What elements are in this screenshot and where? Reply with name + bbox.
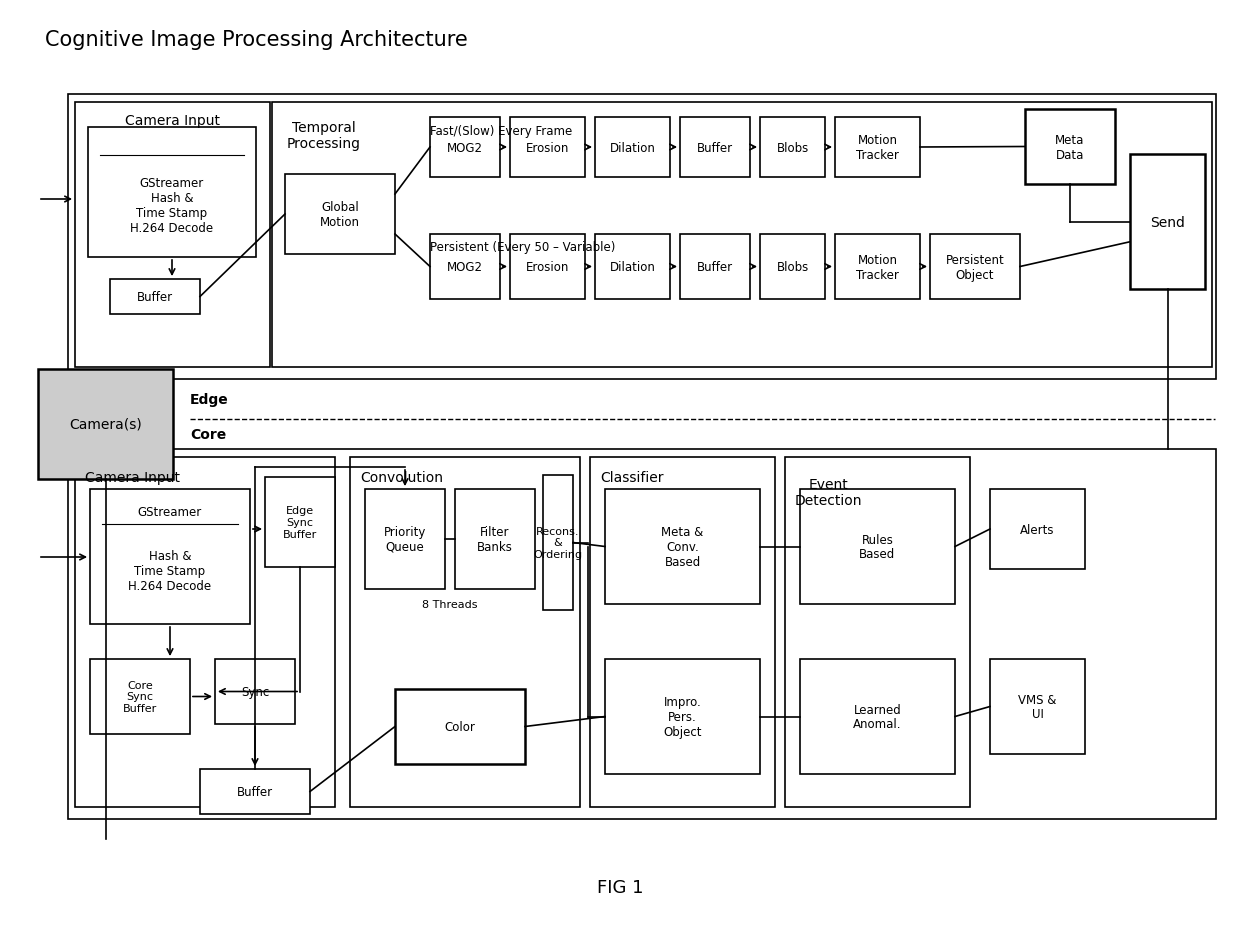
- Bar: [350, 458, 580, 807]
- Text: FIG 1: FIG 1: [596, 878, 644, 896]
- Bar: [800, 489, 955, 604]
- Bar: [785, 458, 970, 807]
- Text: Blobs: Blobs: [776, 261, 808, 274]
- Text: Camera Input: Camera Input: [86, 470, 180, 484]
- Text: Dilation: Dilation: [610, 261, 656, 274]
- Text: VMS &
UI: VMS & UI: [1018, 693, 1056, 721]
- Bar: [91, 659, 190, 734]
- Text: Fast/(Slow) Every Frame: Fast/(Slow) Every Frame: [430, 125, 572, 138]
- Bar: [430, 235, 500, 300]
- Bar: [543, 475, 573, 611]
- Bar: [38, 369, 174, 480]
- Text: GStreamer: GStreamer: [138, 505, 202, 518]
- Bar: [605, 659, 760, 774]
- Text: Persistent
Object: Persistent Object: [946, 253, 1004, 281]
- Bar: [265, 478, 335, 567]
- Text: 8 Threads: 8 Threads: [423, 599, 477, 610]
- Bar: [835, 235, 920, 300]
- Bar: [680, 118, 750, 178]
- Text: Hash &
Time Stamp
H.264 Decode: Hash & Time Stamp H.264 Decode: [130, 191, 213, 234]
- Text: Recons.
&
Ordering: Recons. & Ordering: [533, 526, 583, 560]
- Text: Erosion: Erosion: [526, 261, 569, 274]
- Text: Learned
Anomal.: Learned Anomal.: [853, 702, 901, 730]
- Text: Buffer: Buffer: [697, 141, 733, 154]
- Bar: [835, 118, 920, 178]
- Text: Motion
Tracker: Motion Tracker: [856, 253, 899, 281]
- Bar: [510, 235, 585, 300]
- Bar: [595, 235, 670, 300]
- Bar: [215, 659, 295, 724]
- Text: Blobs: Blobs: [776, 141, 808, 154]
- Bar: [396, 690, 525, 764]
- Bar: [68, 449, 1216, 819]
- Text: Cognitive Image Processing Architecture: Cognitive Image Processing Architecture: [45, 30, 467, 50]
- Bar: [91, 489, 250, 625]
- Bar: [110, 279, 200, 315]
- Text: Buffer: Buffer: [136, 290, 174, 303]
- Bar: [760, 235, 825, 300]
- Text: Buffer: Buffer: [237, 785, 273, 798]
- Bar: [74, 458, 335, 807]
- Text: Edge
Sync
Buffer: Edge Sync Buffer: [283, 506, 317, 539]
- Text: Color: Color: [445, 720, 475, 733]
- Text: Core
Sync
Buffer: Core Sync Buffer: [123, 680, 157, 714]
- Bar: [272, 103, 1211, 367]
- Text: Hash &
Time Stamp
H.264 Decode: Hash & Time Stamp H.264 Decode: [129, 550, 212, 593]
- Text: GStreamer: GStreamer: [140, 176, 205, 189]
- Text: Persistent (Every 50 – Variable): Persistent (Every 50 – Variable): [430, 240, 615, 253]
- Bar: [365, 489, 445, 589]
- Text: Meta
Data: Meta Data: [1055, 134, 1085, 161]
- Text: Convolution: Convolution: [360, 470, 443, 484]
- Bar: [74, 103, 270, 367]
- Text: Filter
Banks: Filter Banks: [477, 525, 513, 553]
- Text: Erosion: Erosion: [526, 141, 569, 154]
- Text: Temporal
Processing: Temporal Processing: [286, 121, 361, 151]
- Bar: [800, 659, 955, 774]
- Bar: [510, 118, 585, 178]
- Text: Alerts: Alerts: [1021, 523, 1055, 536]
- Text: Motion
Tracker: Motion Tracker: [856, 134, 899, 161]
- Bar: [590, 458, 775, 807]
- Bar: [430, 118, 500, 178]
- Bar: [680, 235, 750, 300]
- Bar: [88, 128, 255, 258]
- Text: Edge: Edge: [190, 393, 228, 406]
- Bar: [760, 118, 825, 178]
- Text: Impro.
Pers.
Object: Impro. Pers. Object: [663, 695, 702, 738]
- Bar: [930, 235, 1021, 300]
- Bar: [1025, 110, 1115, 185]
- Text: Buffer: Buffer: [697, 261, 733, 274]
- Bar: [990, 489, 1085, 570]
- Bar: [455, 489, 534, 589]
- Text: Dilation: Dilation: [610, 141, 656, 154]
- Text: Camera(s): Camera(s): [69, 418, 141, 432]
- Text: Meta &
Conv.
Based: Meta & Conv. Based: [661, 525, 703, 568]
- Bar: [605, 489, 760, 604]
- Text: MOG2: MOG2: [446, 141, 484, 154]
- Bar: [1130, 155, 1205, 290]
- Text: Priority
Queue: Priority Queue: [384, 525, 427, 553]
- Text: Rules
Based: Rules Based: [859, 533, 895, 561]
- Text: Global
Motion: Global Motion: [320, 200, 360, 229]
- Text: Classifier: Classifier: [600, 470, 663, 484]
- Bar: [285, 174, 396, 254]
- Bar: [68, 95, 1216, 380]
- Text: MOG2: MOG2: [446, 261, 484, 274]
- Bar: [200, 769, 310, 814]
- Text: Camera Input: Camera Input: [125, 114, 219, 128]
- Text: Send: Send: [1149, 215, 1185, 229]
- Text: Core: Core: [190, 428, 226, 442]
- Text: Event
Detection: Event Detection: [795, 478, 863, 508]
- Bar: [595, 118, 670, 178]
- Text: Sync: Sync: [241, 685, 269, 698]
- Bar: [990, 659, 1085, 754]
